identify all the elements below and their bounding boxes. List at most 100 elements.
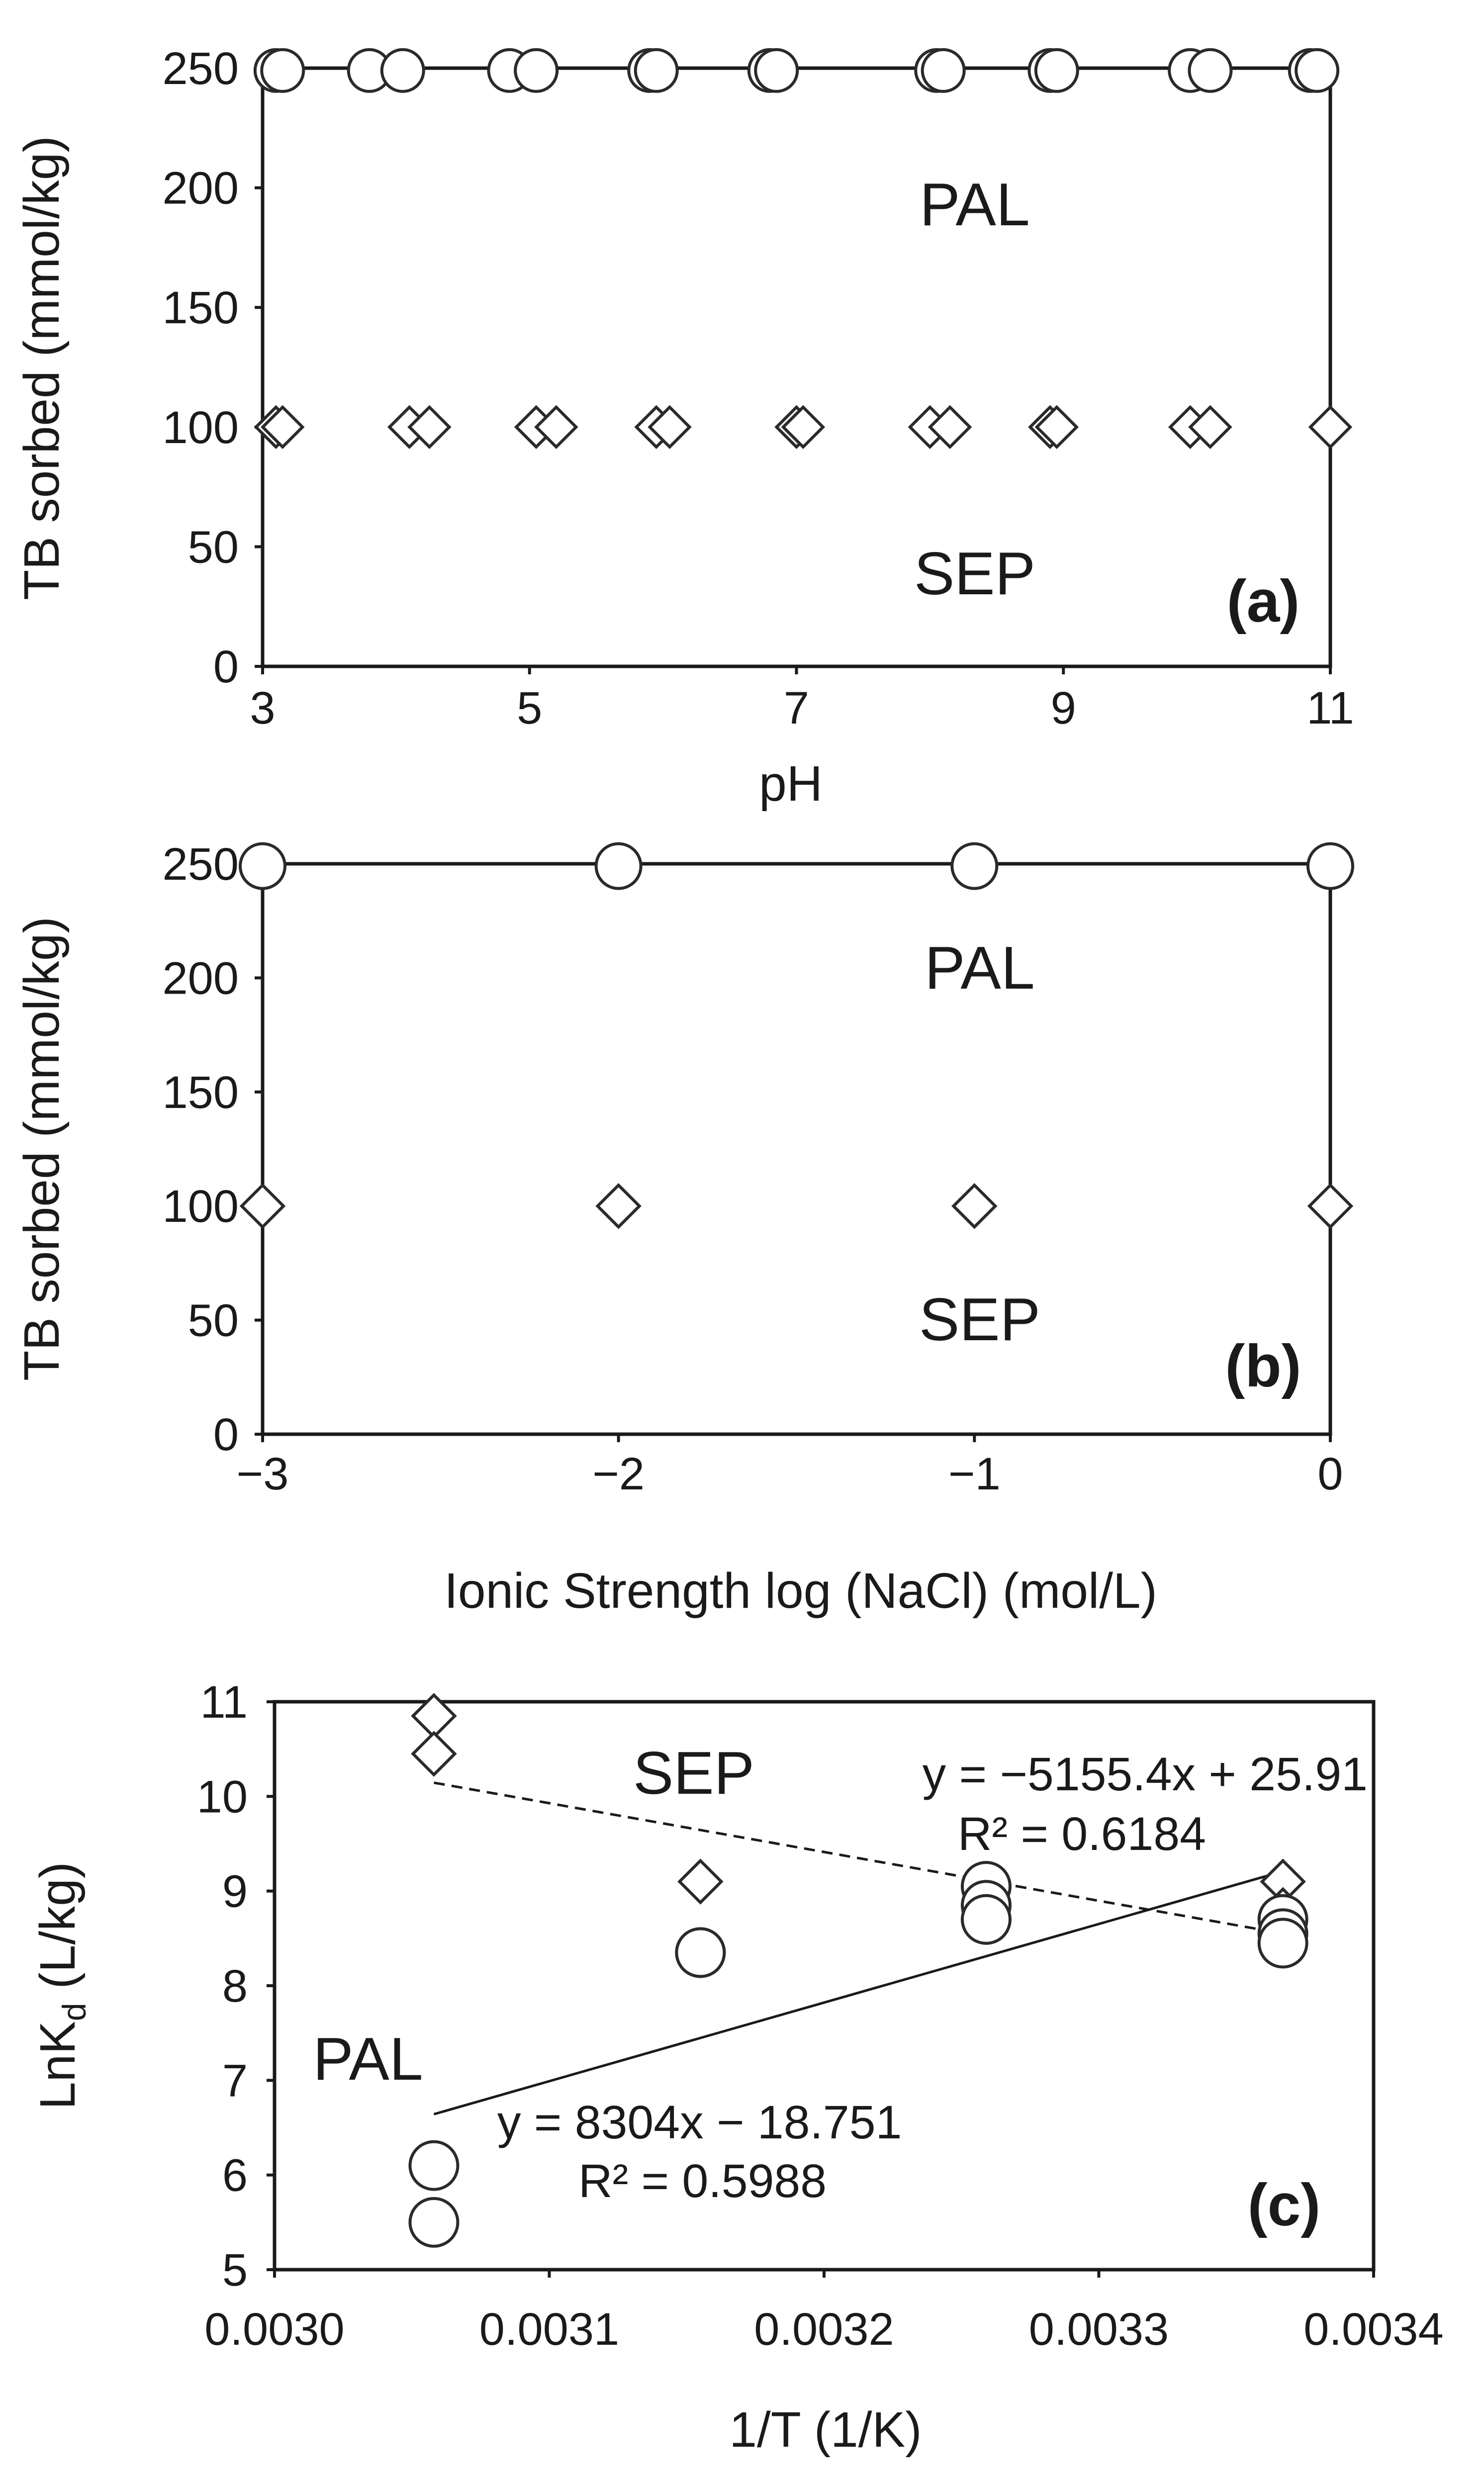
point-sep (595, 1183, 642, 1229)
x-tick-label: 3 (250, 683, 275, 734)
point-sep (407, 405, 452, 450)
panel-c-y-axis: 5 6 7 8 9 10 11 (197, 1677, 275, 2296)
x-tick-label: 0.0034 (1303, 2304, 1443, 2355)
x-tick-label: 5 (517, 683, 542, 734)
point-pal (1257, 1918, 1308, 1969)
panel-a-letter: (a) (1227, 568, 1300, 635)
point-sep (951, 1183, 998, 1229)
point-pal (675, 1927, 726, 1978)
panel-b-y-axis: 0 50 100 150 200 250 (163, 839, 263, 1460)
panel-b-plot-frame (261, 862, 1332, 1436)
panel-c-sep-label: SEP (633, 1739, 754, 1807)
panel-a-x-axis-title: pH (759, 756, 823, 812)
point-pal (754, 48, 799, 93)
y-tick-label: 0 (213, 1409, 239, 1460)
y-tick-label: 150 (163, 282, 239, 333)
y-tick-label: 10 (197, 1771, 248, 1822)
point-sep (1307, 1183, 1354, 1229)
panel-c-pal-equation: y = 8304x − 18.751 (497, 2096, 902, 2149)
x-tick-label: 0.0033 (1029, 2304, 1169, 2355)
point-pal (960, 1894, 1012, 1945)
point-sep (411, 1731, 457, 1777)
point-sep (1034, 405, 1079, 450)
y-tick-label: 250 (163, 839, 239, 890)
x-tick-label: 11 (1306, 683, 1354, 734)
x-tick-label: −1 (948, 1449, 1001, 1499)
panel-c-y-axis-title-units: (L/kg) (30, 1862, 86, 2003)
point-pal (239, 842, 286, 890)
panel-b-ionic-strength: 0 50 100 150 200 250 −3 −2 −1 0 PAL SEP (b) TB s… (14, 839, 1354, 1619)
panel-b-x-axis-title: Ionic Strength log (NaCl) (mol/L) (444, 1563, 1157, 1619)
y-tick-label: 200 (163, 163, 239, 214)
panel-b-sep-label: SEP (919, 1286, 1040, 1353)
panel-b-pal-label: PAL (925, 934, 1035, 1002)
panel-c-x-axis-title: 1/T (1/K) (729, 2402, 922, 2458)
y-tick-label: 5 (222, 2245, 248, 2296)
x-tick-label: 0.0031 (479, 2304, 619, 2355)
point-pal (1034, 48, 1079, 93)
point-pal (634, 48, 679, 93)
point-pal (1188, 48, 1233, 93)
y-tick-label: 6 (222, 2150, 248, 2201)
panel-c-sep-r2: R² = 0.6184 (958, 1808, 1206, 1860)
x-tick-label: 0 (1317, 1449, 1343, 1499)
point-sep (928, 405, 972, 450)
point-pal (594, 842, 643, 890)
y-tick-label: 200 (163, 953, 239, 1004)
point-pal (260, 48, 305, 93)
y-tick-label: 100 (163, 402, 239, 453)
panel-b-y-axis-title: TB sorbed (mmol/kg) (14, 917, 70, 1381)
x-tick-label: 7 (784, 683, 809, 734)
panel-a-x-axis: 3 5 7 9 11 (250, 666, 1354, 734)
panel-a-y-axis: 0 50 100 150 200 250 (163, 43, 263, 692)
panel-c-pal-r2: R² = 0.5988 (578, 2155, 827, 2208)
point-sep (677, 1858, 724, 1905)
x-tick-label: −3 (237, 1449, 289, 1499)
y-tick-label: 250 (163, 43, 239, 94)
panel-c-trend-lines (433, 1781, 1284, 2116)
panel-b-data-points (239, 842, 1354, 1229)
panel-c-y-axis-title-subscript: d (56, 2003, 93, 2021)
point-sep (781, 405, 826, 450)
panel-c-temperature: 5 6 7 8 9 10 11 0.0030 0.0031 0.0032 0.0033 0.0034… (30, 1677, 1444, 2458)
point-pal (408, 2140, 460, 2191)
point-pal (408, 2197, 460, 2248)
x-tick-label: 0.0030 (204, 2304, 344, 2355)
panel-b-x-axis: −3 −2 −1 0 (237, 1434, 1343, 1499)
y-tick-label: 9 (222, 1866, 248, 1917)
panel-b-letter: (b) (1225, 1333, 1301, 1399)
panel-c-letter: (c) (1248, 2172, 1321, 2238)
point-pal (514, 48, 559, 93)
x-tick-label: 0.0032 (754, 2304, 894, 2355)
point-sep (1308, 405, 1353, 450)
y-tick-label: 50 (188, 1295, 239, 1346)
panel-a-sep-label: SEP (914, 540, 1035, 607)
point-pal (1295, 48, 1340, 93)
x-tick-label: −2 (592, 1449, 645, 1499)
point-pal (950, 842, 999, 890)
panel-a-ph: 0 50 100 150 200 250 3 5 7 9 11 PAL SEP (a) TB so… (14, 43, 1354, 812)
panel-c-data-points (408, 1693, 1308, 2248)
point-sep (261, 405, 305, 450)
panel-a-y-axis-title: TB sorbed (mmol/kg) (14, 136, 70, 600)
trend-line-pal (433, 1870, 1284, 2116)
panel-a-pal-label: PAL (920, 171, 1030, 238)
panel-c-y-axis-title: LnKd (L/kg) (30, 1862, 93, 2110)
trend-line-sep (434, 1781, 1284, 1935)
panel-c-pal-label: PAL (313, 2025, 423, 2093)
panel-c-sep-equation: y = −5155.4x + 25.91 (923, 1748, 1368, 1801)
point-pal (380, 48, 425, 93)
y-tick-label: 100 (163, 1181, 239, 1232)
y-tick-label: 7 (222, 2055, 248, 2106)
x-tick-label: 9 (1051, 683, 1076, 734)
y-tick-label: 11 (200, 1677, 248, 1728)
y-tick-label: 150 (163, 1067, 239, 1118)
point-sep (648, 405, 692, 450)
y-tick-label: 0 (213, 642, 239, 692)
point-pal (1306, 842, 1354, 890)
point-pal (921, 48, 966, 93)
panel-c-x-axis: 0.0030 0.0031 0.0032 0.0033 0.0034 (204, 2270, 1444, 2355)
y-tick-label: 50 (188, 522, 239, 572)
point-sep (239, 1183, 286, 1229)
